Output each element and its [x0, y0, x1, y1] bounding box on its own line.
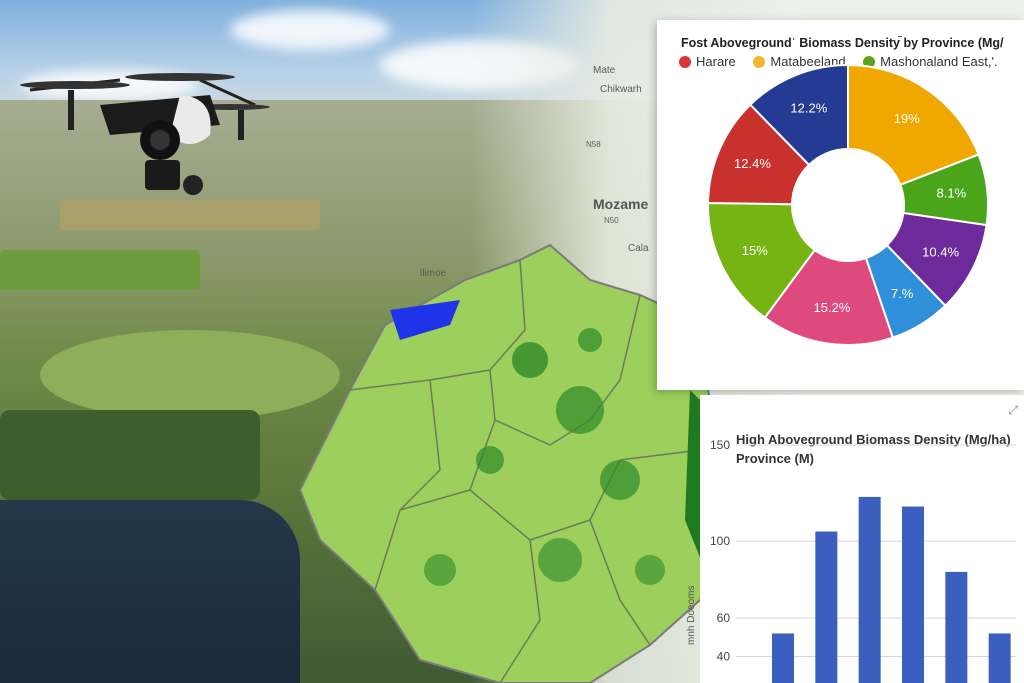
bar[interactable] [815, 531, 838, 683]
pie-slice-label: 10.4% [922, 244, 959, 259]
pie-slice-label: 12.4% [734, 156, 771, 171]
pie-slice-label: 7.% [891, 286, 914, 301]
map-label: llimoe [420, 268, 447, 279]
forest-patch [0, 410, 260, 500]
bar[interactable] [902, 506, 924, 683]
drone-image [20, 73, 270, 195]
province-map [298, 243, 725, 683]
pie-slice[interactable] [748, 63, 849, 167]
pie-legend: Harare Matabeeland Mashonaland East,'. [679, 54, 1024, 72]
legend-label: Mashonaland East,'. [880, 54, 998, 69]
bar[interactable] [858, 496, 881, 683]
pie-chart-card: Fost Abovegroundˈ Biomass Density ̃by Pr… [657, 20, 1024, 390]
pie-slice-label: 12.2% [790, 101, 827, 116]
legend-swatch [753, 55, 766, 68]
pie-slice-label: 15% [742, 243, 768, 258]
y-tick-label: 60 [717, 611, 731, 625]
pie-slice-label: 8.1% [937, 185, 967, 200]
pie-slice[interactable] [707, 201, 817, 320]
bar-chart-title: High Aboveground Biomass Density (Mg/ha)… [736, 432, 1011, 466]
crop-field [60, 200, 320, 230]
y-tick-label: 150 [710, 438, 730, 452]
legend-item[interactable]: Harare [679, 54, 736, 69]
bar[interactable] [988, 633, 1011, 683]
y-tick-label: 100 [710, 534, 730, 548]
map-label: Chikwarh [600, 84, 642, 95]
cloud [230, 10, 390, 50]
bar[interactable] [945, 571, 968, 683]
river-water [0, 500, 300, 683]
map-label: Mozame [593, 196, 649, 212]
road-label: N58 [586, 140, 601, 149]
legend-item[interactable]: Mashonaland East,'. [863, 54, 998, 69]
legend-label: Matabeeland [770, 54, 846, 69]
pie-slice-label: 15.2% [814, 300, 851, 315]
pie-slice[interactable] [847, 63, 980, 187]
legend-item[interactable]: Matabeeland [753, 54, 846, 69]
bar-chart-card: ⤢ High Aboveground Biomass Density (Mg/h… [686, 395, 1024, 683]
bar-chart-ylabel: mnh Doeoms [686, 585, 697, 645]
y-tick-label: 40 [717, 650, 731, 664]
pie-chart: 19% 8.1% 10.4% 7.% 15.2% 15% 12.4% 12.2% [706, 63, 989, 346]
map-label: Cala [628, 243, 649, 254]
road-label: N50 [604, 216, 619, 225]
pie-slice-label: 19% [894, 111, 920, 126]
map-label: Mate [593, 65, 616, 76]
legend-swatch [679, 55, 691, 68]
legend-label: Harare [696, 54, 736, 69]
bar[interactable] [772, 633, 794, 683]
bar-chart: 40 60 100 150 [710, 438, 1016, 683]
legend-swatch [863, 55, 876, 68]
pie-chart-title: Fost Abovegroundˈ Biomass Density ̃by Pr… [681, 36, 1004, 50]
circular-field [40, 330, 340, 420]
expand-icon[interactable]: ⤢ [1008, 403, 1018, 417]
crop-field [0, 250, 200, 290]
pie-slice[interactable] [763, 248, 895, 346]
